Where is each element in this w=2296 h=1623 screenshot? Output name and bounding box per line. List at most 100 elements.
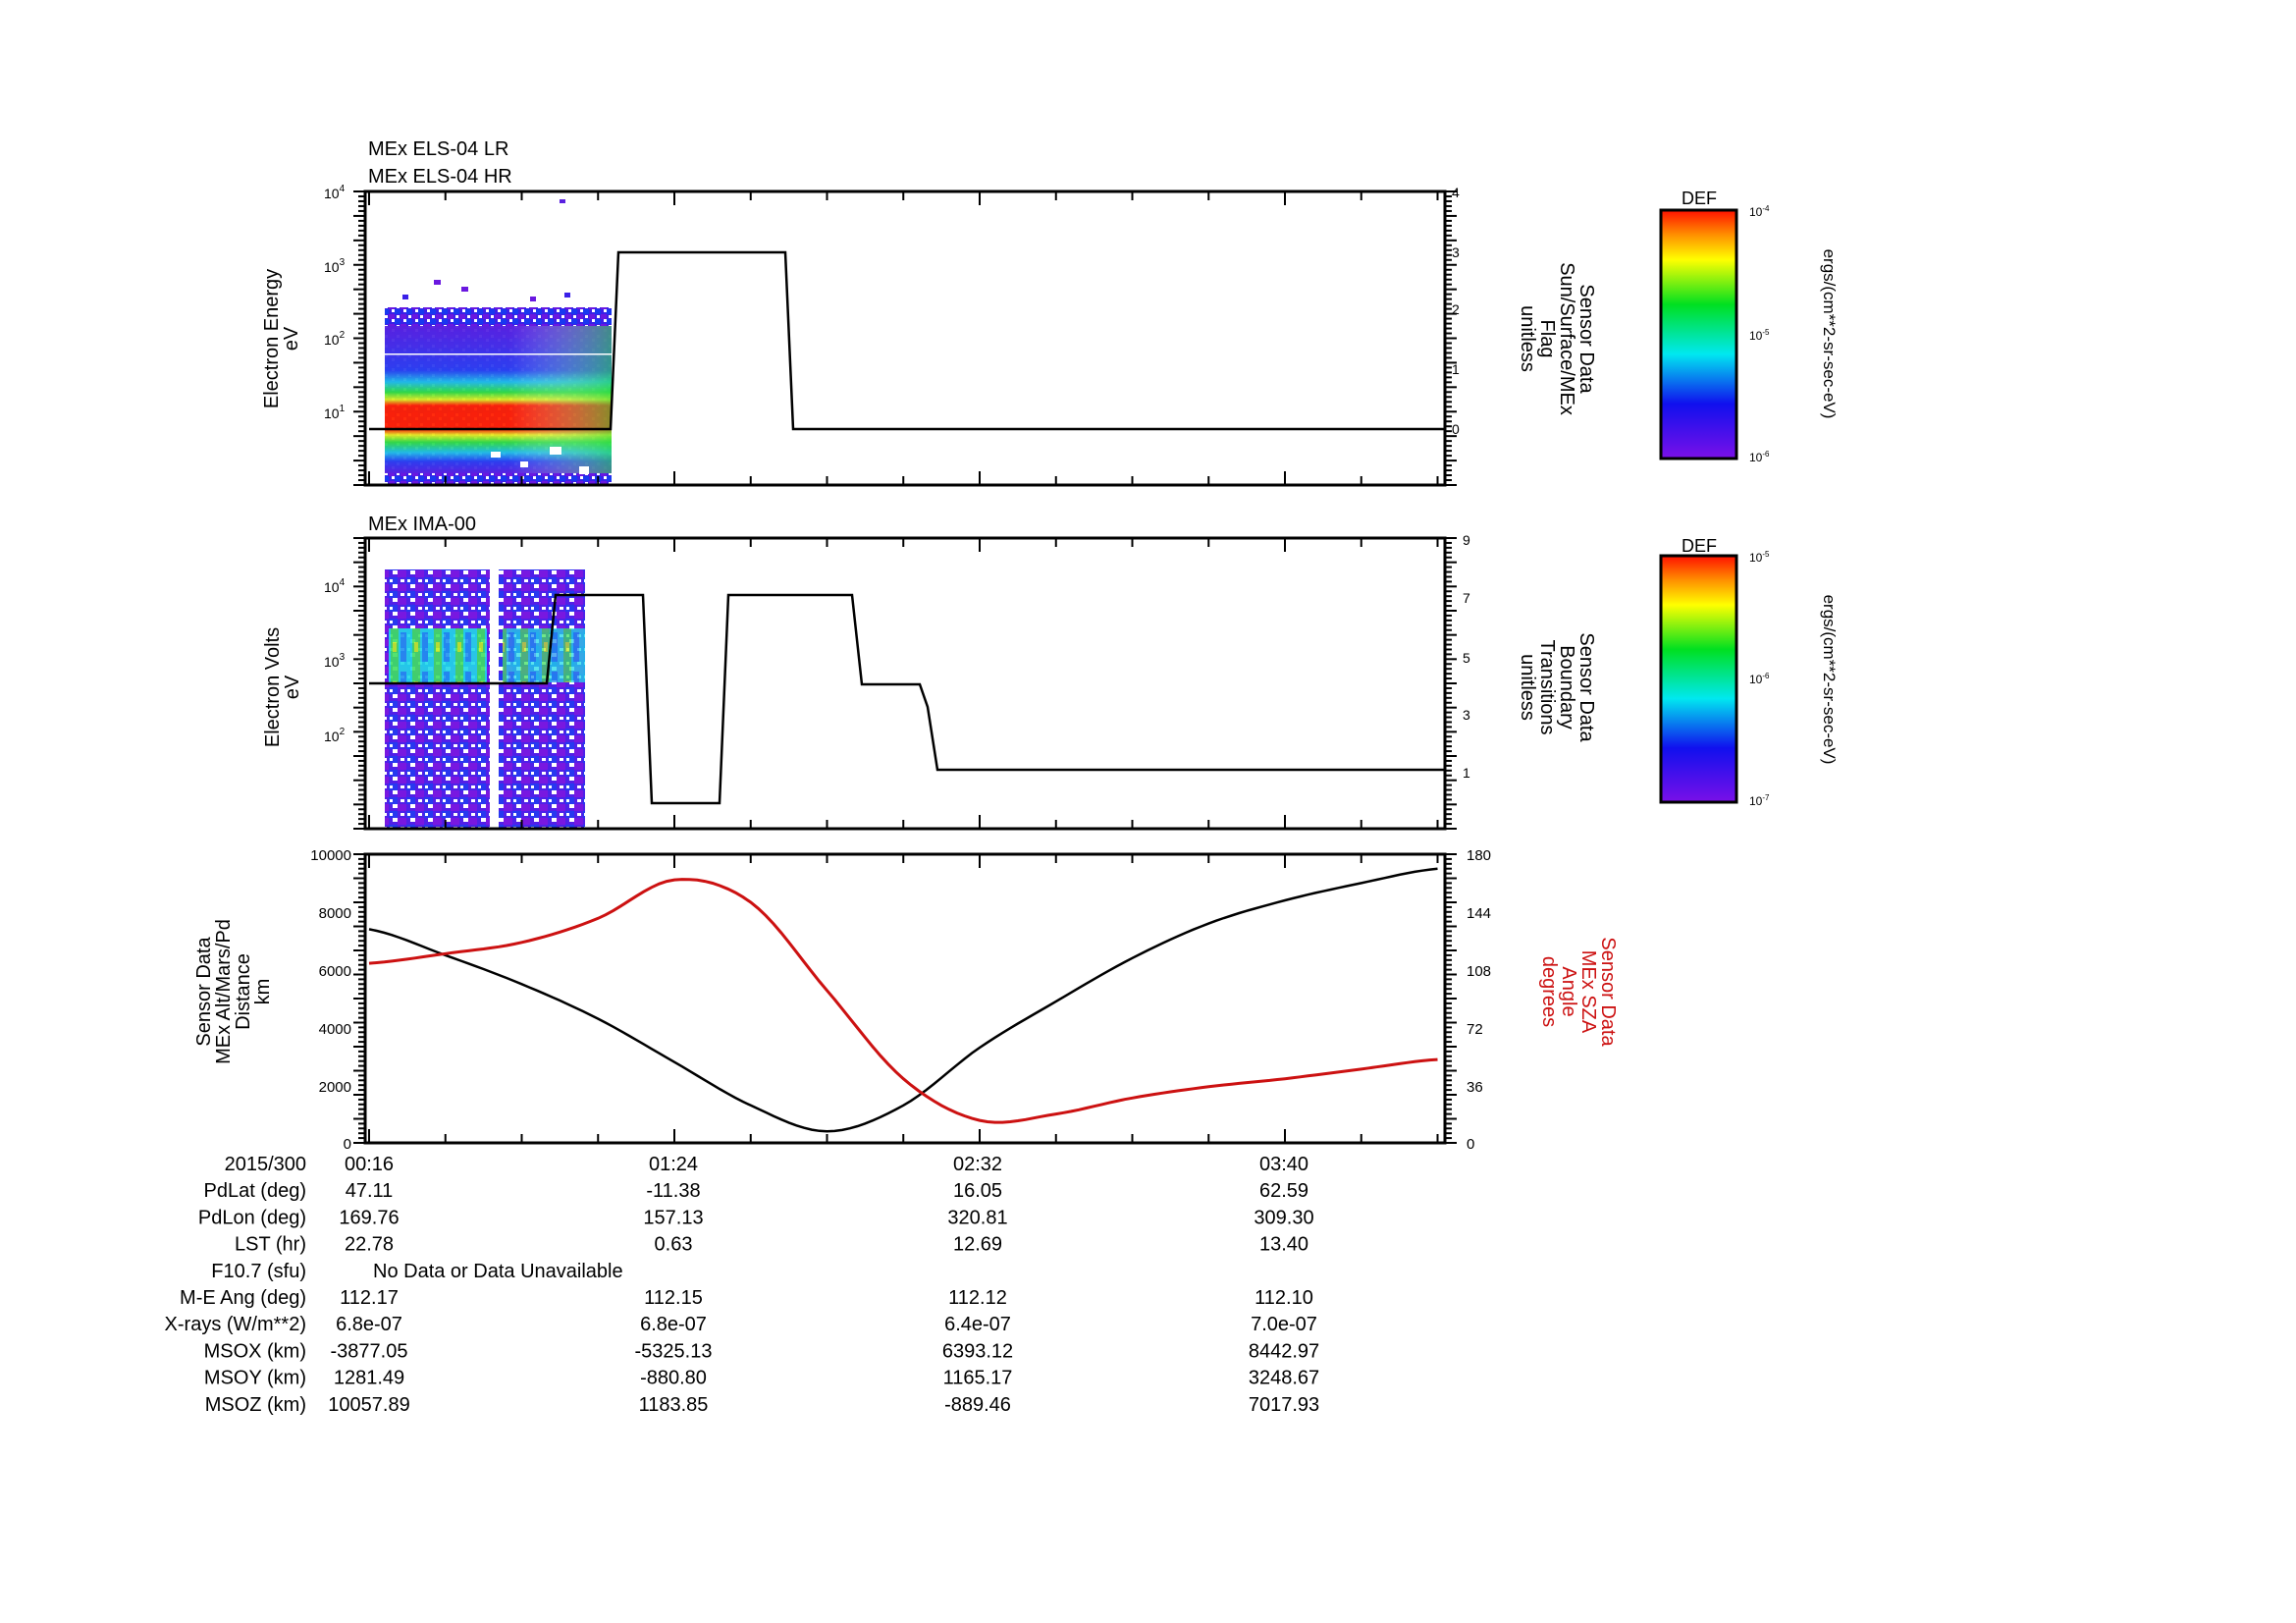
panel-orbit-ylabel: Sensor Data MEx Alt/Mars/Pd Distance km	[193, 919, 274, 1064]
table-time-label: 00:16	[345, 1154, 394, 1175]
svg-text:10-5: 10-5	[1749, 550, 1770, 565]
svg-text:103: 103	[324, 257, 346, 275]
svg-text:103: 103	[324, 652, 346, 670]
table-row-label: PdLon (deg)	[198, 1207, 306, 1228]
table-cell: 22.78	[345, 1234, 394, 1256]
table-time-label: 02:32	[953, 1154, 1002, 1175]
panel-els: MEx ELS-04 LR MEx ELS-04 HR	[261, 138, 1839, 487]
svg-text:2000: 2000	[319, 1079, 351, 1096]
panel-els-right-ylabel: Sensor Data Sun/Surface/MEx Flag unitles…	[1517, 262, 1597, 415]
panel-ima-right-ylabel: Sensor Data Boundary Transitions unitles…	[1517, 632, 1597, 742]
svg-text:6000: 6000	[319, 963, 351, 980]
table-cell: 6.8e-07	[336, 1314, 402, 1335]
panel-orbit-right-ylabel: Sensor Data MEx SZA Angle degrees	[1538, 937, 1619, 1047]
panel-ima-ticks	[353, 537, 1457, 830]
distance-line	[368, 867, 1438, 1133]
svg-text:7: 7	[1463, 590, 1470, 606]
table-cell: 112.15	[644, 1287, 703, 1309]
svg-text:10-7: 10-7	[1749, 793, 1770, 808]
table-cell: 3248.67	[1249, 1368, 1319, 1389]
table-row-note: No Data or Data Unavailable	[373, 1261, 623, 1282]
svg-text:Electron Volts: Electron Volts	[262, 627, 284, 747]
sza-line	[368, 878, 1438, 1124]
svg-text:degrees: degrees	[1538, 956, 1560, 1027]
svg-text:101: 101	[324, 404, 346, 421]
table-cell: 13.40	[1259, 1234, 1308, 1256]
table-row-label: PdLat (deg)	[203, 1180, 306, 1202]
panel-orbit-right-ticklabels: 180 144 108 72 36 0	[1467, 847, 1491, 1153]
svg-text:Electron Energy: Electron Energy	[261, 269, 283, 408]
table-cell: 309.30	[1254, 1207, 1313, 1228]
colorbar-ima-units: ergs/(cm**2-sr-sec-eV)	[1820, 595, 1839, 765]
ima-spectrogram	[385, 569, 585, 829]
panel-els-ticks	[353, 190, 1457, 486]
svg-text:144: 144	[1467, 905, 1491, 922]
svg-text:10-5: 10-5	[1749, 328, 1770, 343]
panel-els-left-ticklabels: 104 103 102 101	[324, 184, 346, 421]
panel-ima-ylabel: Electron Volts eV	[262, 627, 303, 747]
svg-text:unitless: unitless	[1517, 654, 1538, 721]
panel-orbit: 10000 8000 6000 4000 2000 0 Sensor Data …	[193, 847, 1619, 1153]
table-row-label: MSOZ (km)	[205, 1394, 306, 1416]
table-cell: 7017.93	[1249, 1394, 1319, 1416]
panel-ima: MEx IMA-00 104 103 102 Electron Volts eV…	[262, 514, 1839, 831]
svg-text:Angle: Angle	[1558, 966, 1579, 1016]
table-cell: 1281.49	[334, 1368, 404, 1389]
table-cell: 112.12	[948, 1287, 1007, 1309]
svg-text:10-6: 10-6	[1749, 672, 1770, 686]
table-row-label: F10.7 (sfu)	[211, 1261, 306, 1282]
svg-text:Sensor Data: Sensor Data	[1575, 284, 1597, 394]
panel-ima-title: MEx IMA-00	[368, 514, 476, 535]
svg-text:Sun/Surface/MEx: Sun/Surface/MEx	[1556, 262, 1577, 415]
svg-text:0: 0	[1467, 1136, 1474, 1153]
colorbar-ima-title: DEF	[1682, 536, 1717, 556]
svg-text:102: 102	[324, 727, 346, 744]
table-cell: 112.17	[340, 1287, 399, 1309]
table-cell: -11.38	[646, 1180, 700, 1202]
svg-text:unitless: unitless	[1517, 305, 1538, 372]
svg-text:5: 5	[1463, 650, 1470, 666]
table-date-label: 2015/300	[225, 1154, 306, 1175]
table-cell: 62.59	[1259, 1180, 1308, 1202]
panel-ima-left-ticklabels: 104 103 102	[324, 577, 346, 744]
svg-text:10000: 10000	[310, 847, 351, 864]
svg-text:2: 2	[1452, 301, 1460, 317]
table-cell: 112.10	[1255, 1287, 1313, 1309]
svg-text:Flag: Flag	[1536, 320, 1558, 358]
boundary-transitions-line	[369, 593, 1445, 805]
panel-ima-right-ticklabels: 9 7 5 3 1	[1463, 532, 1470, 781]
svg-text:4000: 4000	[319, 1021, 351, 1038]
svg-text:0: 0	[344, 1136, 351, 1153]
colorbar-els-title: DEF	[1682, 189, 1717, 208]
svg-text:1: 1	[1463, 765, 1470, 781]
svg-text:104: 104	[324, 577, 346, 595]
svg-text:36: 36	[1467, 1079, 1483, 1096]
table-cell: 6393.12	[942, 1340, 1013, 1362]
table-cell: 157.13	[643, 1207, 703, 1228]
svg-text:102: 102	[324, 330, 346, 348]
table-row-label: MSOY (km)	[204, 1368, 306, 1389]
table-cell: 12.69	[953, 1234, 1002, 1256]
table-time-label: 01:24	[649, 1154, 698, 1175]
panel-orbit-frame	[363, 852, 1447, 1145]
table-cell: 6.8e-07	[640, 1314, 707, 1335]
els-spectrogram	[385, 199, 612, 484]
svg-text:10-6: 10-6	[1749, 450, 1770, 464]
svg-text:eV: eV	[282, 675, 303, 699]
panel-orbit-left-ticklabels: 10000 8000 6000 4000 2000 0	[310, 847, 351, 1153]
svg-text:Sensor Data: Sensor Data	[193, 937, 215, 1047]
table-cell: -880.80	[640, 1368, 707, 1389]
svg-text:Transitions: Transitions	[1536, 639, 1558, 734]
sun-surface-flag-line	[369, 250, 1445, 431]
svg-text:Boundary: Boundary	[1556, 645, 1577, 730]
svg-text:10-4: 10-4	[1749, 204, 1770, 219]
svg-text:Sensor Data: Sensor Data	[1575, 632, 1597, 742]
panel-els-ylabel: Electron Energy eV	[261, 269, 302, 408]
table-cell: 10057.89	[328, 1394, 409, 1416]
svg-text:108: 108	[1467, 963, 1491, 980]
table-cell: 8442.97	[1249, 1340, 1319, 1362]
colorbar-ima: DEF 10-5 10-6 10-7 ergs/(cm**2-sr-sec-eV…	[1659, 536, 1839, 808]
table-time-label: 03:40	[1259, 1154, 1308, 1175]
table-row-label: X-rays (W/m**2)	[165, 1314, 306, 1335]
